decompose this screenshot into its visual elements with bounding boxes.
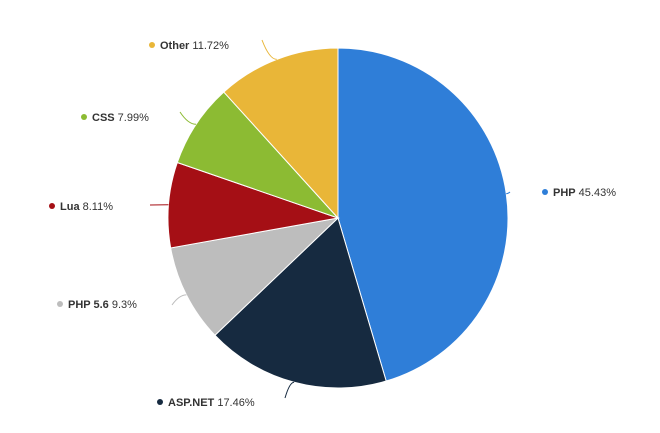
slice-label-php-5-6: PHP 5.6 9.3%	[68, 299, 137, 311]
label-marker-php-5-6	[57, 301, 63, 307]
leader-line-php	[506, 192, 510, 194]
slice-label-value: 45.43%	[576, 187, 617, 199]
label-marker-asp-net	[157, 399, 163, 405]
label-marker-other	[149, 42, 155, 48]
leader-line-css	[180, 112, 196, 124]
slice-label-other: Other 11.72%	[160, 40, 229, 52]
slice-label-name: PHP	[553, 187, 576, 199]
slice-label-value: 7.99%	[115, 112, 149, 124]
slice-label-value: 8.11%	[80, 201, 114, 213]
label-marker-css	[81, 114, 87, 120]
slice-label-value: 9.3%	[109, 299, 137, 311]
slice-label-value: 11.72%	[189, 40, 229, 52]
slice-label-name: CSS	[92, 112, 115, 124]
slice-label-name: ASP.NET	[168, 397, 215, 409]
slice-label-css: CSS 7.99%	[92, 112, 149, 124]
leader-line-asp-net	[285, 382, 294, 398]
slice-label-value: 17.46%	[214, 397, 255, 409]
label-marker-php	[542, 189, 548, 195]
slice-label-asp-net: ASP.NET 17.46%	[168, 397, 255, 409]
leader-line-other	[262, 40, 277, 59]
slice-label-php: PHP 45.43%	[553, 187, 616, 199]
slice-label-name: Lua	[60, 201, 80, 213]
leader-line-php-5-6	[172, 295, 186, 305]
slice-label-name: PHP 5.6	[68, 299, 109, 311]
label-marker-lua	[49, 203, 55, 209]
slice-label-name: Other	[160, 40, 190, 52]
slice-label-lua: Lua 8.11%	[60, 201, 113, 213]
slices-layer	[168, 48, 508, 388]
